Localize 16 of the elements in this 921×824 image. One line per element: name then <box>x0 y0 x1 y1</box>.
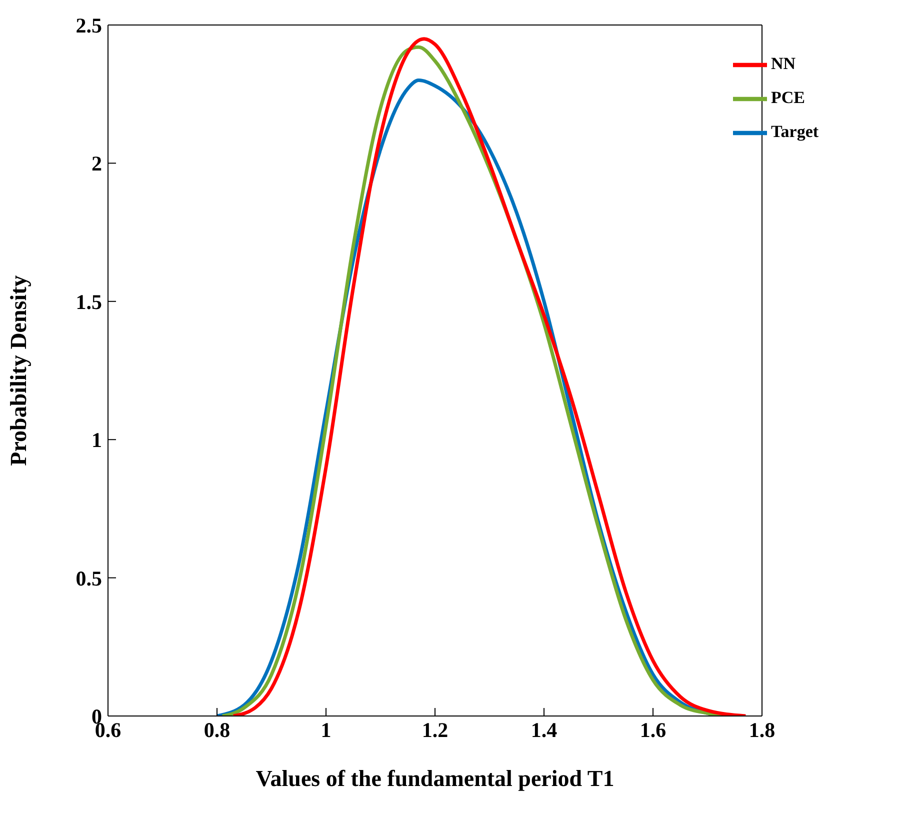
legend-label: PCE <box>771 88 805 107</box>
y-tick-label: 1.5 <box>76 290 102 314</box>
y-tick-label: 1 <box>92 428 102 452</box>
x-tick-label: 1.2 <box>422 718 448 742</box>
x-tick-label: 1.4 <box>530 718 558 742</box>
y-tick-label: 2 <box>92 152 102 176</box>
x-tick-label: 1.8 <box>748 718 776 742</box>
x-tick-label: 1 <box>320 718 332 742</box>
legend-label: NN <box>771 54 796 73</box>
y-axis-title: Probability Density <box>6 274 32 466</box>
y-tick-label: 0.5 <box>76 566 102 590</box>
x-tick-label: 0.8 <box>204 718 230 742</box>
legend-label: Target <box>771 122 819 141</box>
y-tick-label: 2.5 <box>76 13 102 38</box>
x-axis-title: Values of the fundamental period T1 <box>256 766 614 791</box>
x-tick-label: 1.6 <box>640 718 666 742</box>
